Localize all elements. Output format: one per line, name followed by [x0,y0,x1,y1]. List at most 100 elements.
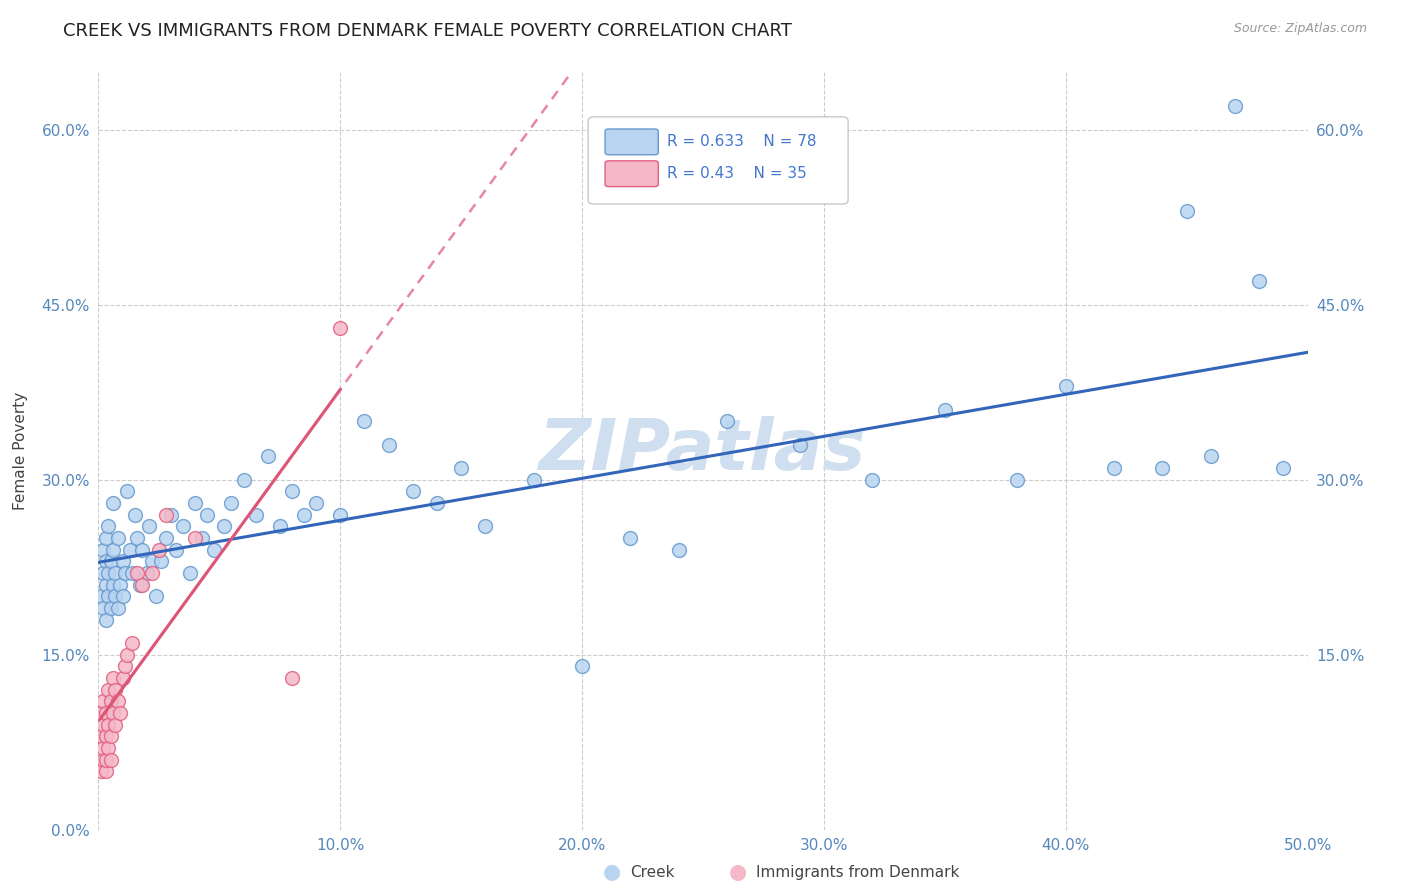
Point [353,414,375,428]
Point [160,508,183,522]
Point [204,542,226,557]
Point [114,659,136,673]
Text: R = 0.43    N = 35: R = 0.43 N = 35 [666,166,807,181]
Point [860,473,883,487]
FancyBboxPatch shape [605,161,658,186]
Text: ●: ● [730,863,747,882]
Point [108,577,131,591]
Point [179,566,201,580]
Point [104,682,127,697]
Point [94,729,117,743]
Point [1199,450,1222,464]
Point [184,496,207,510]
Text: ●: ● [603,863,620,882]
Point [94,613,117,627]
Point [107,694,129,708]
Text: CREEK VS IMMIGRANTS FROM DENMARK FEMALE POVERTY CORRELATION CHART: CREEK VS IMMIGRANTS FROM DENMARK FEMALE … [63,22,792,40]
Point [127,566,149,580]
Text: Immigrants from Denmark: Immigrants from Denmark [756,865,960,880]
Point [107,531,129,545]
Point [94,753,117,767]
Point [212,519,235,533]
Point [245,508,267,522]
Point [145,589,167,603]
Point [97,519,120,533]
Point [94,554,117,568]
Point [97,682,120,697]
Point [104,589,127,603]
Point [117,648,139,662]
Point [91,601,114,615]
Point [523,473,546,487]
Point [329,321,352,335]
Point [1152,461,1174,475]
Point [305,496,328,510]
Point [155,531,177,545]
Point [232,473,254,487]
Point [155,508,177,522]
Point [90,706,112,720]
Point [111,671,134,685]
Point [281,484,304,499]
Point [402,484,425,499]
Point [91,542,114,557]
Point [281,671,304,685]
Point [124,508,146,522]
Point [934,402,956,417]
Text: ZIPatlas: ZIPatlas [540,416,866,485]
Point [90,729,112,743]
Point [91,566,114,580]
Point [150,554,173,568]
Point [114,566,136,580]
Point [668,542,690,557]
Point [426,496,449,510]
Point [104,566,127,580]
Point [90,589,112,603]
Point [269,519,291,533]
Point [100,554,122,568]
Point [101,577,124,591]
Point [100,753,122,767]
Point [100,694,122,708]
Point [91,753,114,767]
FancyBboxPatch shape [605,129,658,155]
Point [94,706,117,720]
Point [172,519,194,533]
Point [141,566,163,580]
Point [111,589,134,603]
Point [100,601,122,615]
Point [94,531,117,545]
Point [94,577,117,591]
Point [111,554,134,568]
Point [97,717,120,731]
Point [100,729,122,743]
Point [91,740,114,755]
Point [135,566,157,580]
Point [97,589,120,603]
Point [91,694,114,708]
Point [191,531,214,545]
Point [571,659,593,673]
Point [118,542,141,557]
Point [619,531,641,545]
Point [94,764,117,779]
Point [195,508,218,522]
Point [128,577,150,591]
Point [221,496,243,510]
Point [1175,204,1198,219]
Point [1223,99,1246,113]
Point [377,437,399,451]
FancyBboxPatch shape [588,117,848,204]
Point [1249,274,1271,288]
Point [101,671,124,685]
Point [107,601,129,615]
Point [104,717,127,731]
Point [97,740,120,755]
Point [97,566,120,580]
Point [1272,461,1295,475]
Point [117,484,139,499]
Point [789,437,811,451]
Point [292,508,315,522]
Y-axis label: Female Poverty: Female Poverty [13,392,28,509]
Text: Creek: Creek [630,865,675,880]
